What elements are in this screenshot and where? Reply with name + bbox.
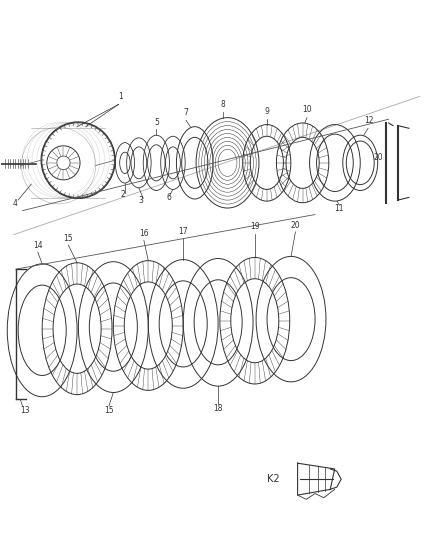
Text: K2: K2	[267, 474, 280, 484]
Text: 14: 14	[33, 241, 42, 250]
Text: 3: 3	[139, 196, 144, 205]
Text: 15: 15	[104, 406, 114, 415]
Text: 4: 4	[12, 199, 17, 208]
Text: 19: 19	[250, 222, 260, 231]
Text: 8: 8	[221, 100, 226, 109]
Text: 6: 6	[166, 193, 171, 202]
Text: 7: 7	[184, 108, 188, 117]
Text: 5: 5	[154, 118, 159, 126]
Text: 10: 10	[302, 106, 312, 115]
Text: 2: 2	[120, 190, 125, 199]
Text: 16: 16	[139, 229, 149, 238]
Text: 20: 20	[373, 153, 383, 162]
Text: 12: 12	[364, 116, 374, 125]
Text: 18: 18	[213, 404, 223, 413]
Text: 1: 1	[118, 92, 123, 101]
Text: 15: 15	[64, 234, 73, 243]
Text: 11: 11	[335, 204, 344, 213]
Text: 13: 13	[20, 406, 29, 415]
Text: 17: 17	[178, 227, 188, 236]
Text: 20: 20	[290, 221, 300, 230]
Text: 9: 9	[265, 107, 269, 116]
